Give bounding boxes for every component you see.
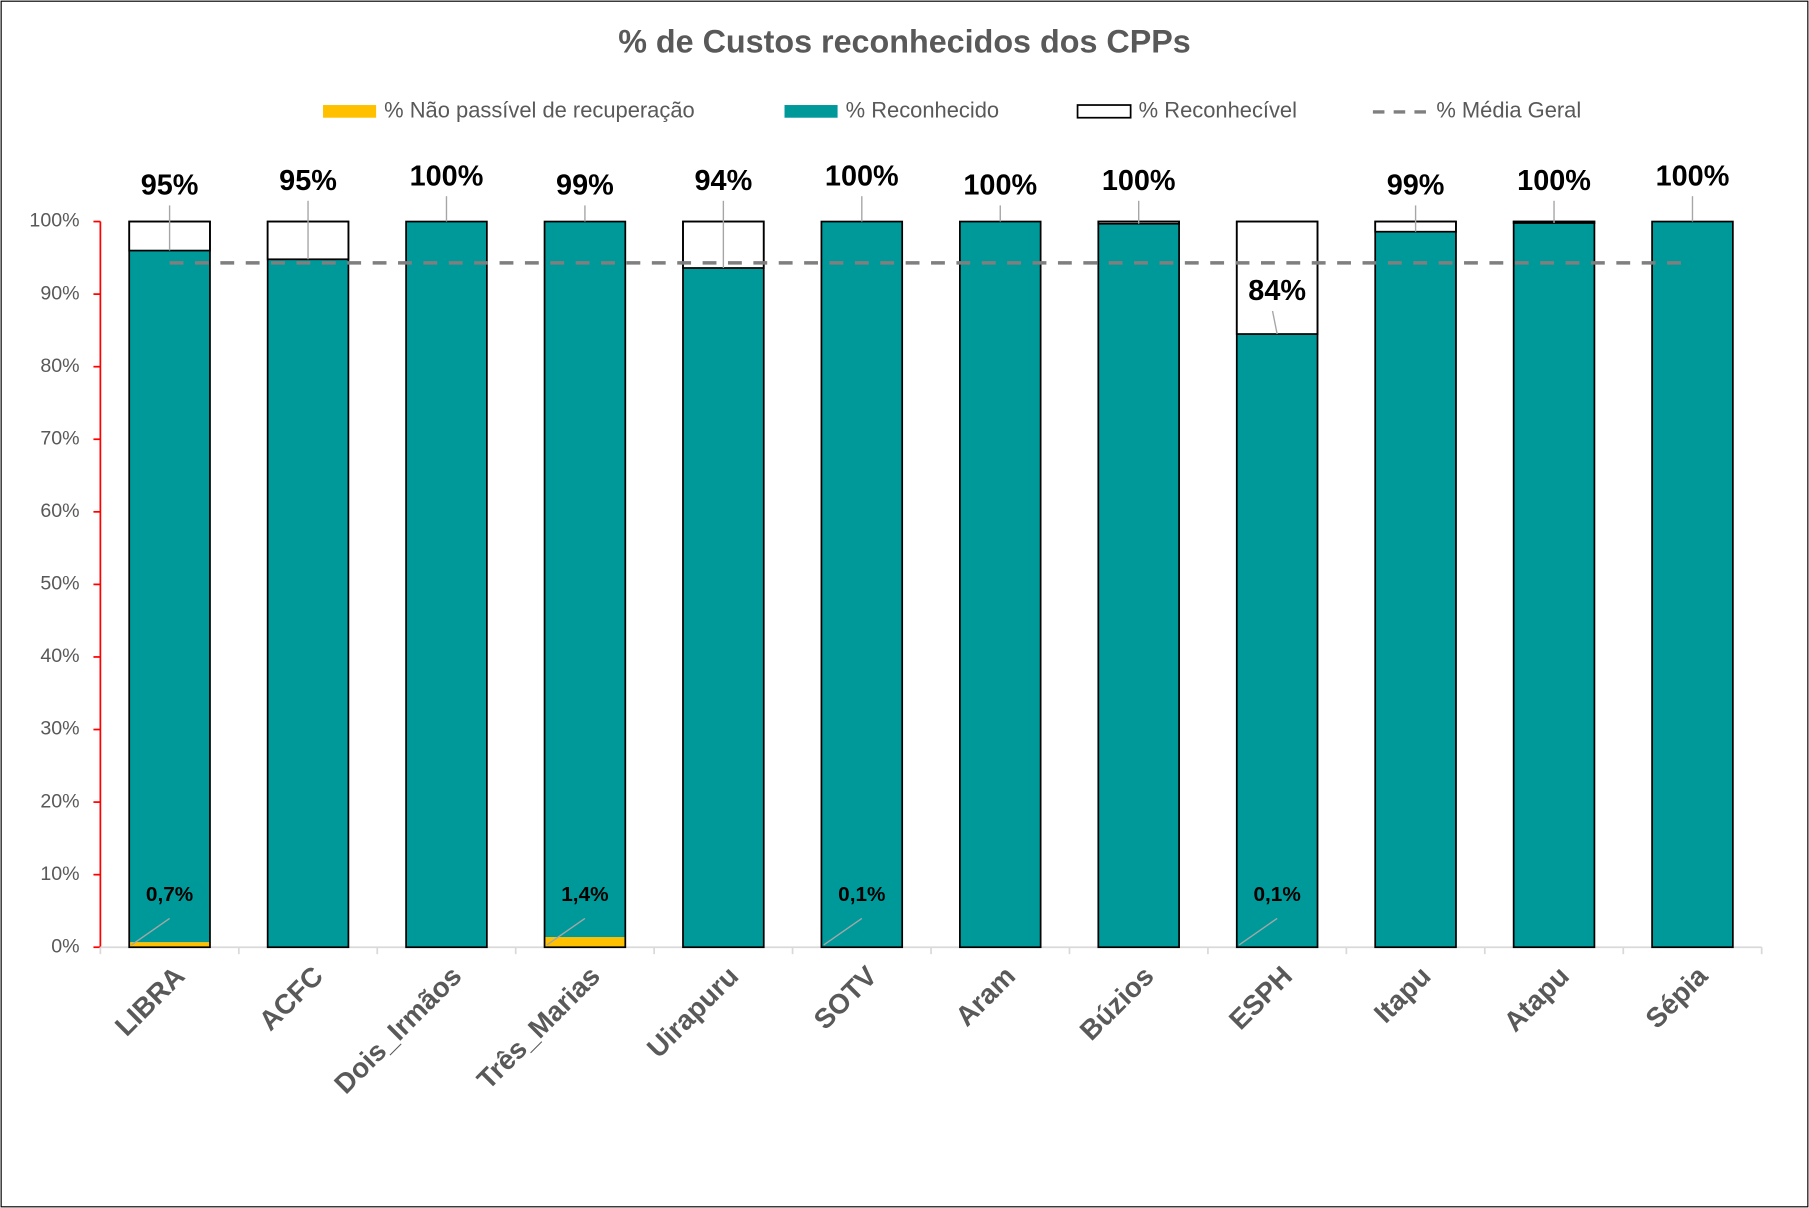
data-label: 84%	[1248, 275, 1306, 307]
legend-swatch	[1076, 104, 1132, 119]
legend-swatch	[323, 105, 377, 118]
y-tick-label: 60%	[40, 500, 79, 522]
y-tick-label: 20%	[40, 790, 79, 812]
data-label: 100%	[963, 170, 1037, 202]
bar-segment	[682, 267, 764, 948]
y-tick-label: 30%	[40, 718, 79, 740]
y-tick-label: 80%	[40, 355, 79, 377]
y-tick-label: 40%	[40, 645, 79, 667]
data-label: 95%	[141, 170, 199, 202]
leader-line	[1238, 917, 1278, 946]
bar-outline	[1235, 220, 1319, 949]
bar-segment	[267, 259, 349, 948]
y-tick-label: 70%	[40, 427, 79, 449]
legend-label: % Reconhecível	[1139, 98, 1297, 123]
leader-line	[546, 917, 586, 946]
bar-segment	[1652, 221, 1733, 948]
leader-line	[823, 917, 863, 946]
bar-segment	[1098, 223, 1180, 948]
bar-segment	[1236, 334, 1318, 947]
data-label: 1,4%	[561, 883, 608, 906]
y-tick-label: 90%	[40, 282, 79, 304]
bar-segment	[1513, 223, 1595, 948]
data-label: 100%	[1517, 165, 1591, 197]
data-label: 99%	[556, 170, 614, 202]
bar-segment	[129, 250, 210, 943]
y-tick-label: 0%	[51, 935, 79, 957]
data-label: 0,7%	[146, 883, 193, 906]
y-tick-label: 100%	[29, 210, 79, 232]
leader-line	[131, 917, 170, 946]
data-label: 0,1%	[1253, 883, 1300, 906]
bar-segment	[544, 937, 626, 948]
legend-swatch	[784, 105, 838, 118]
data-label: 100%	[1656, 160, 1730, 192]
data-label: 100%	[1102, 165, 1176, 197]
bar-segment	[821, 221, 903, 947]
chart-title: % de Custos reconhecidos dos CPPs	[618, 23, 1191, 59]
y-tick-label: 10%	[40, 863, 79, 885]
data-label: 99%	[1387, 170, 1445, 202]
bar-segment	[959, 221, 1041, 948]
data-label: 95%	[279, 165, 337, 197]
legend-label: % Não passível de recuperação	[384, 98, 695, 123]
data-label: 100%	[825, 160, 899, 192]
data-label: 0,1%	[838, 883, 885, 906]
data-label: 100%	[410, 160, 484, 192]
legend-label: % Reconhecido	[846, 98, 999, 123]
data-label: 94%	[695, 165, 753, 197]
bar-segment	[406, 221, 487, 948]
legend-label: % Média Geral	[1436, 98, 1581, 123]
bar-segment	[544, 221, 626, 938]
y-tick-label: 50%	[40, 573, 79, 595]
bar-segment	[1375, 231, 1456, 948]
bar-segment	[129, 942, 210, 948]
leader-line	[1271, 310, 1278, 335]
